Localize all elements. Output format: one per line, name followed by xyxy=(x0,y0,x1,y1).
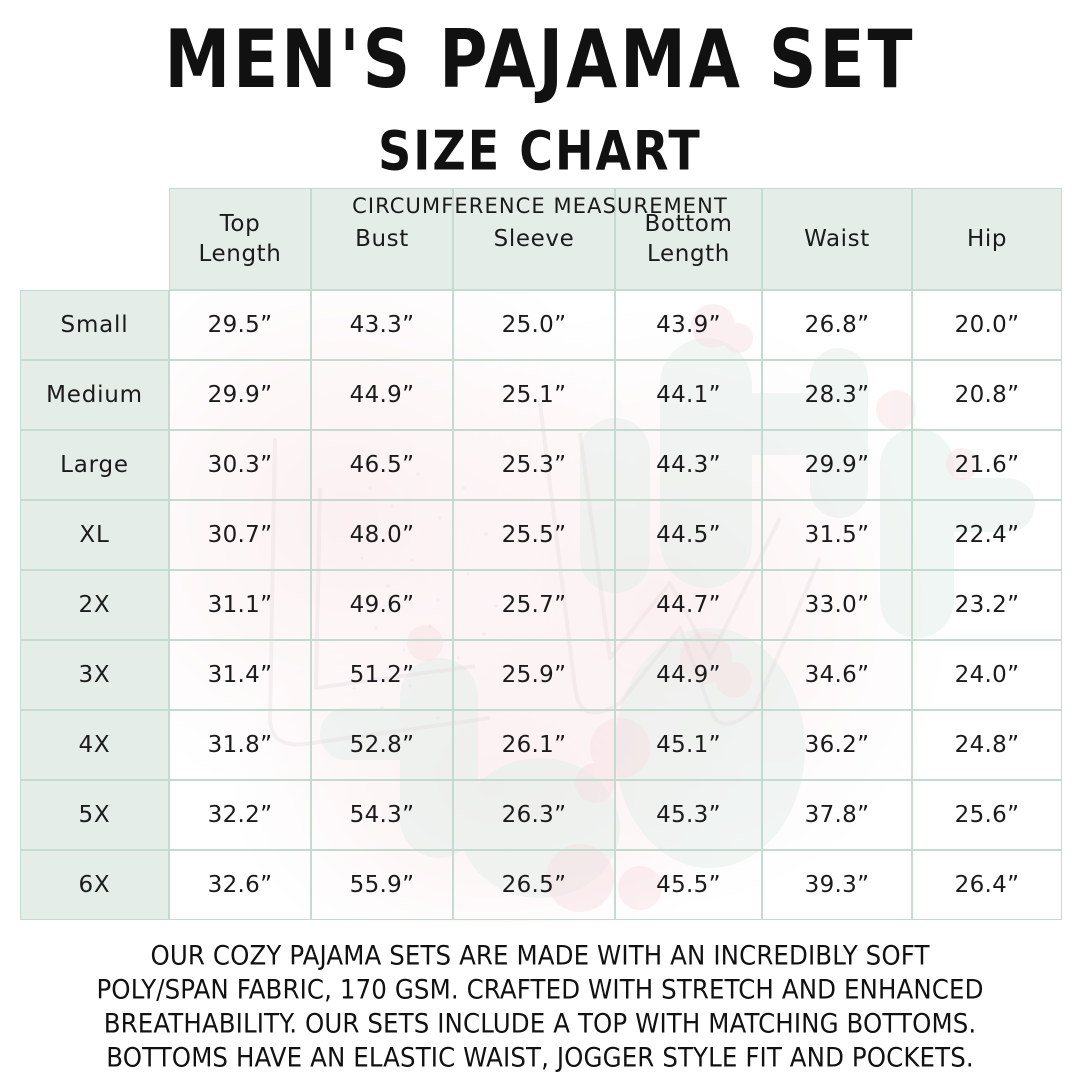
measurement-cell: 34.6” xyxy=(762,640,912,710)
measurement-cell: 32.6” xyxy=(169,850,311,920)
measurement-cell: 44.1” xyxy=(615,360,762,430)
measurement-cell: 24.0” xyxy=(912,640,1062,710)
table-row: 5X 32.2” 54.3” 26.3” 45.3” 37.8” 25.6” xyxy=(20,780,1062,850)
measurement-cell: 44.3” xyxy=(615,430,762,500)
size-label-cell: Small xyxy=(20,290,169,360)
measurement-cell: 21.6” xyxy=(912,430,1062,500)
measurement-cell: 26.8” xyxy=(762,290,912,360)
measurement-cell: 37.8” xyxy=(762,780,912,850)
measurement-cell: 54.3” xyxy=(311,780,453,850)
description-line: BOTTOMS HAVE AN ELASTIC WAIST, JOGGER ST… xyxy=(106,1041,974,1074)
measurement-cell: 36.2” xyxy=(762,710,912,780)
table-row: 2X 31.1” 49.6” 25.7” 44.7” 33.0” 23.2” xyxy=(20,570,1062,640)
description-line: POLY/SPAN FABRIC, 170 GSM. CRAFTED WITH … xyxy=(96,973,984,1006)
measurement-cell: 25.7” xyxy=(453,570,615,640)
measurement-cell: 20.8” xyxy=(912,360,1062,430)
table-row: Large 30.3” 46.5” 25.3” 44.3” 29.9” 21.6” xyxy=(20,430,1062,500)
column-header-4: Waist xyxy=(762,188,912,290)
measurement-cell: 43.9” xyxy=(615,290,762,360)
column-header-5: Hip xyxy=(912,188,1062,290)
measurement-cell: 39.3” xyxy=(762,850,912,920)
measurement-cell: 55.9” xyxy=(311,850,453,920)
table-row: 6X 32.6” 55.9” 26.5” 45.5” 39.3” 26.4” xyxy=(20,850,1062,920)
measurement-cell: 44.5” xyxy=(615,500,762,570)
table-row: Small 29.5” 43.3” 25.0” 43.9” 26.8” 20.0” xyxy=(20,290,1062,360)
measurement-cell: 28.3” xyxy=(762,360,912,430)
size-label-cell: Large xyxy=(20,430,169,500)
measurement-cell: 30.3” xyxy=(169,430,311,500)
measurement-cell: 29.9” xyxy=(762,430,912,500)
measurement-cell: 31.5” xyxy=(762,500,912,570)
measurement-cell: 25.6” xyxy=(912,780,1062,850)
measurement-cell: 20.0” xyxy=(912,290,1062,360)
description-line: BREATHABILITY. OUR SETS INCLUDE A TOP WI… xyxy=(103,1007,977,1040)
measurement-cell: 31.1” xyxy=(169,570,311,640)
table-row: 4X 31.8” 52.8” 26.1” 45.1” 36.2” 24.8” xyxy=(20,710,1062,780)
product-description: OUR COZY PAJAMA SETS ARE MADE WITH AN IN… xyxy=(0,938,1080,1074)
title-block: MEN'S PAJAMA SET SIZE CHART CIRCUMFERENC… xyxy=(0,0,1080,218)
measurement-cell: 33.0” xyxy=(762,570,912,640)
measurement-cell: 29.5” xyxy=(169,290,311,360)
measurement-cell: 26.5” xyxy=(453,850,615,920)
measurement-cell: 26.3” xyxy=(453,780,615,850)
table-row: XL 30.7” 48.0” 25.5” 44.5” 31.5” 22.4” xyxy=(20,500,1062,570)
size-label-cell: 2X xyxy=(20,570,169,640)
measurement-cell: 29.9” xyxy=(169,360,311,430)
size-chart-container: Top Length Bust Sleeve Bottom Length Waist Hip … xyxy=(20,188,1062,920)
size-label-cell: 3X xyxy=(20,640,169,710)
measurement-cell: 23.2” xyxy=(912,570,1062,640)
measurement-cell: 44.9” xyxy=(615,640,762,710)
measurement-cell: 45.5” xyxy=(615,850,762,920)
measurement-cell: 52.8” xyxy=(311,710,453,780)
measurement-cell: 26.1” xyxy=(453,710,615,780)
measurement-cell: 24.8” xyxy=(912,710,1062,780)
measurement-cell: 25.3” xyxy=(453,430,615,500)
page-subtitle: SIZE CHART xyxy=(378,118,702,183)
size-label-cell: 5X xyxy=(20,780,169,850)
measurement-cell: 31.8” xyxy=(169,710,311,780)
page-title: MEN'S PAJAMA SET xyxy=(164,12,916,107)
measurement-cell: 25.0” xyxy=(453,290,615,360)
measurement-cell: 45.3” xyxy=(615,780,762,850)
size-label-cell: Medium xyxy=(20,360,169,430)
size-label-cell: XL xyxy=(20,500,169,570)
measurement-cell: 31.4” xyxy=(169,640,311,710)
table-row: 3X 31.4” 51.2” 25.9” 44.9” 34.6” 24.0” xyxy=(20,640,1062,710)
measurement-cell: 43.3” xyxy=(311,290,453,360)
measurement-cell: 26.4” xyxy=(912,850,1062,920)
description-line: OUR COZY PAJAMA SETS ARE MADE WITH AN IN… xyxy=(150,939,930,971)
measurement-cell: 44.9” xyxy=(311,360,453,430)
size-label-cell: 6X xyxy=(20,850,169,920)
table-body: Small 29.5” 43.3” 25.0” 43.9” 26.8” 20.0” Mediu… xyxy=(20,290,1062,920)
measurement-cell: 44.7” xyxy=(615,570,762,640)
measurement-cell: 46.5” xyxy=(311,430,453,500)
measurement-cell: 30.7” xyxy=(169,500,311,570)
measurement-cell: 25.1” xyxy=(453,360,615,430)
size-label-cell: 4X xyxy=(20,710,169,780)
measurement-note: CIRCUMFERENCE MEASUREMENT xyxy=(352,194,728,218)
table-row: Medium 29.9” 44.9” 25.1” 44.1” 28.3” 20.8” xyxy=(20,360,1062,430)
measurement-cell: 32.2” xyxy=(169,780,311,850)
measurement-cell: 45.1” xyxy=(615,710,762,780)
measurement-cell: 49.6” xyxy=(311,570,453,640)
measurement-cell: 51.2” xyxy=(311,640,453,710)
measurement-cell: 22.4” xyxy=(912,500,1062,570)
measurement-cell: 48.0” xyxy=(311,500,453,570)
size-chart-table: Top Length Bust Sleeve Bottom Length Waist Hip … xyxy=(20,188,1062,920)
measurement-cell: 25.5” xyxy=(453,500,615,570)
measurement-cell: 25.9” xyxy=(453,640,615,710)
